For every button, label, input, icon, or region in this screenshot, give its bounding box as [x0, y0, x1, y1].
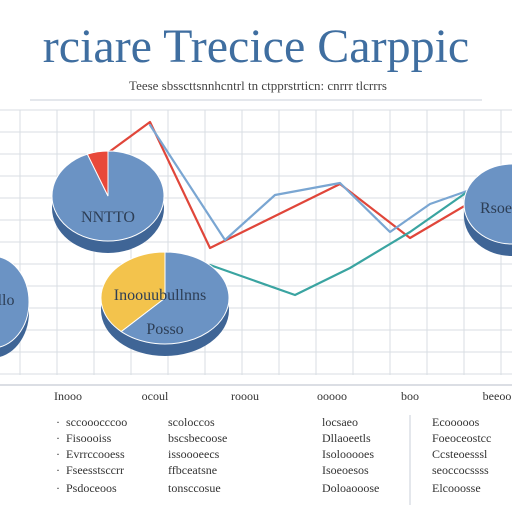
legend-marker: ·	[56, 447, 60, 461]
line-series-1	[103, 120, 512, 250]
x-tick-label: rooou	[231, 389, 259, 403]
legend-item: tonsccosue	[168, 481, 221, 495]
pie-group: NNTTO llo Inoouubullnns Posso Rsoeo	[0, 150, 512, 357]
pie-chart-2: llo	[0, 256, 30, 357]
grid	[0, 109, 512, 386]
legend-item: Dllaoeetls	[322, 431, 371, 445]
legend: · sccooocccoo · Fisoooiss · Evrrccooess · Fsees…	[56, 415, 491, 505]
pie-label: llo	[0, 292, 14, 309]
pie-label-secondary: Posso	[146, 321, 183, 338]
x-tick-label: Inooo	[54, 389, 82, 403]
pie-label: NNTTO	[81, 209, 135, 226]
legend-item: Ecooooos	[432, 415, 480, 429]
chart-title: rciare Trecice Carppic	[43, 20, 469, 73]
line-series-group	[103, 120, 512, 297]
legend-marker: ·	[56, 481, 60, 495]
legend-item: Ccsteoesssl	[432, 447, 488, 461]
legend-marker: ·	[56, 431, 60, 445]
legend-item: Fseesstsccrr	[66, 463, 124, 477]
line-series-2	[148, 123, 512, 242]
legend-item: Psdoceoos	[66, 481, 117, 495]
pie-label: Rsoeo	[480, 200, 512, 217]
legend-item: Elcooosse	[432, 481, 481, 495]
pie-chart-1: NNTTO	[51, 150, 165, 253]
pie-slice	[100, 251, 166, 333]
pie-slice	[0, 256, 30, 348]
x-tick-label: ooooo	[317, 389, 347, 403]
legend-marker: ·	[56, 463, 60, 477]
x-tick-label: boo	[401, 389, 419, 403]
legend-item: Evrrccooess	[66, 447, 125, 461]
legend-item: Doloaooose	[322, 481, 379, 495]
x-tick-label: beeoo	[483, 389, 512, 403]
pie-slice	[120, 251, 230, 345]
legend-marker: ·	[56, 415, 60, 429]
pie-chart-4: Rsoeo	[463, 163, 512, 256]
legend-item: Isolooooes	[322, 447, 374, 461]
legend-item: scoloccos	[168, 415, 215, 429]
legend-item: seoccocssss	[432, 463, 489, 477]
x-tick-label: ocoul	[142, 389, 169, 403]
legend-item: ffbceatsne	[168, 463, 217, 477]
legend-item: Foeoceostcc	[432, 431, 491, 445]
legend-item: issoooeecs	[168, 447, 220, 461]
legend-item: locsaeo	[322, 415, 358, 429]
x-tick-labels: Inooo ocoul rooou ooooo boo beeoo	[54, 389, 511, 403]
line-series-3	[208, 188, 472, 297]
chart-subtitle: Teese sbsscttsnnhcntrl tn ctpprstrticn: …	[129, 78, 387, 93]
legend-item: Isoeoesos	[322, 463, 369, 477]
legend-item: sccooocccoo	[66, 415, 127, 429]
pie-label: Inoouubullnns	[114, 287, 206, 304]
legend-item: Fisoooiss	[66, 431, 112, 445]
pie-slice	[86, 150, 109, 197]
legend-item: bscsbecoose	[168, 431, 227, 445]
pie-chart-3: Inoouubullnns Posso	[100, 251, 230, 356]
pie-slice	[463, 163, 512, 245]
